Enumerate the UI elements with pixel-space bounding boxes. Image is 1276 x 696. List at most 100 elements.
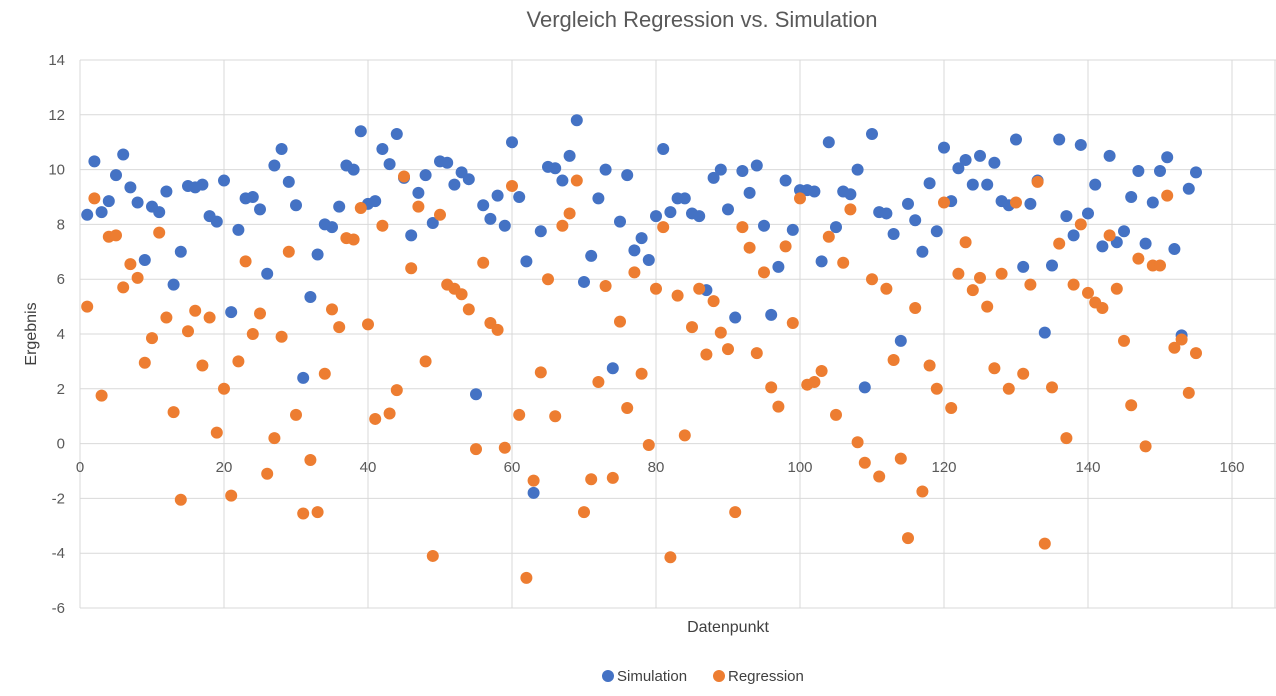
regression-point[interactable] bbox=[765, 381, 778, 394]
simulation-point[interactable] bbox=[621, 169, 634, 182]
simulation-point[interactable] bbox=[1053, 133, 1066, 146]
regression-point[interactable] bbox=[88, 192, 101, 205]
regression-point[interactable] bbox=[297, 507, 310, 520]
regression-point[interactable] bbox=[628, 266, 641, 279]
simulation-point[interactable] bbox=[441, 156, 454, 169]
regression-point[interactable] bbox=[743, 241, 756, 254]
simulation-point[interactable] bbox=[513, 191, 526, 203]
regression-point[interactable] bbox=[1024, 278, 1037, 291]
regression-point[interactable] bbox=[462, 303, 475, 316]
regression-point[interactable] bbox=[311, 506, 324, 519]
simulation-point[interactable] bbox=[491, 189, 504, 202]
regression-point[interactable] bbox=[952, 267, 965, 280]
simulation-point[interactable] bbox=[254, 203, 266, 216]
simulation-point[interactable] bbox=[722, 203, 734, 216]
regression-point[interactable] bbox=[786, 317, 799, 330]
regression-point[interactable] bbox=[974, 271, 986, 284]
regression-point[interactable] bbox=[1190, 347, 1202, 360]
regression-point[interactable] bbox=[966, 284, 979, 297]
simulation-point[interactable] bbox=[650, 210, 662, 223]
regression-point[interactable] bbox=[239, 255, 252, 268]
simulation-point[interactable] bbox=[124, 181, 137, 194]
simulation-point[interactable] bbox=[347, 163, 360, 176]
simulation-point[interactable] bbox=[1096, 240, 1109, 253]
simulation-point[interactable] bbox=[95, 206, 108, 219]
regression-point[interactable] bbox=[477, 256, 490, 269]
regression-point[interactable] bbox=[210, 426, 223, 439]
regression-point[interactable] bbox=[1103, 229, 1116, 242]
simulation-point[interactable] bbox=[743, 186, 756, 199]
regression-point[interactable] bbox=[866, 273, 878, 286]
regression-point[interactable] bbox=[318, 367, 331, 380]
regression-point[interactable] bbox=[606, 471, 619, 484]
regression-point[interactable] bbox=[354, 201, 367, 214]
simulation-point[interactable] bbox=[110, 169, 122, 182]
regression-point[interactable] bbox=[599, 280, 612, 293]
regression-point[interactable] bbox=[887, 354, 900, 367]
regression-point[interactable] bbox=[131, 271, 144, 284]
simulation-point[interactable] bbox=[354, 125, 367, 138]
simulation-point[interactable] bbox=[484, 212, 497, 225]
regression-point[interactable] bbox=[542, 273, 554, 286]
simulation-point[interactable] bbox=[426, 217, 439, 230]
regression-point[interactable] bbox=[1002, 382, 1015, 395]
regression-point[interactable] bbox=[750, 347, 763, 360]
simulation-point[interactable] bbox=[988, 156, 1001, 169]
simulation-point[interactable] bbox=[858, 381, 871, 394]
regression-point[interactable] bbox=[1168, 341, 1181, 354]
regression-point[interactable] bbox=[333, 321, 346, 334]
simulation-point[interactable] bbox=[1074, 138, 1087, 151]
regression-point[interactable] bbox=[916, 485, 929, 498]
regression-point[interactable] bbox=[1074, 218, 1087, 231]
simulation-point[interactable] bbox=[448, 178, 461, 191]
simulation-point[interactable] bbox=[758, 219, 770, 232]
regression-point[interactable] bbox=[506, 180, 518, 193]
regression-point[interactable] bbox=[678, 429, 691, 442]
regression-point[interactable] bbox=[902, 532, 914, 545]
simulation-point[interactable] bbox=[664, 206, 677, 219]
regression-point[interactable] bbox=[686, 321, 698, 334]
simulation-point[interactable] bbox=[333, 200, 346, 213]
simulation-point[interactable] bbox=[606, 362, 619, 375]
regression-point[interactable] bbox=[650, 282, 662, 295]
regression-point[interactable] bbox=[527, 474, 540, 487]
simulation-point[interactable] bbox=[1038, 326, 1051, 339]
regression-point[interactable] bbox=[930, 382, 943, 395]
regression-point[interactable] bbox=[124, 258, 137, 271]
regression-point[interactable] bbox=[95, 389, 108, 402]
simulation-point[interactable] bbox=[657, 143, 670, 156]
regression-point[interactable] bbox=[498, 441, 511, 454]
simulation-point[interactable] bbox=[1190, 166, 1202, 179]
simulation-point[interactable] bbox=[470, 388, 482, 401]
regression-point[interactable] bbox=[246, 328, 259, 340]
regression-point[interactable] bbox=[1154, 259, 1166, 272]
simulation-point[interactable] bbox=[765, 308, 778, 321]
simulation-point[interactable] bbox=[966, 178, 979, 191]
simulation-point[interactable] bbox=[707, 171, 720, 184]
regression-point[interactable] bbox=[362, 318, 374, 331]
simulation-point[interactable] bbox=[520, 255, 533, 268]
regression-point[interactable] bbox=[203, 311, 216, 324]
regression-point[interactable] bbox=[1067, 278, 1080, 291]
regression-point[interactable] bbox=[621, 401, 634, 414]
regression-point[interactable] bbox=[534, 366, 547, 379]
regression-point[interactable] bbox=[635, 367, 648, 380]
simulation-point[interactable] bbox=[909, 214, 922, 227]
regression-point[interactable] bbox=[851, 436, 864, 449]
regression-point[interactable] bbox=[722, 343, 734, 356]
simulation-point[interactable] bbox=[736, 164, 749, 177]
simulation-point[interactable] bbox=[81, 208, 94, 221]
regression-point[interactable] bbox=[1175, 333, 1188, 346]
regression-point[interactable] bbox=[556, 219, 569, 232]
regression-point[interactable] bbox=[1110, 282, 1123, 295]
regression-point[interactable] bbox=[909, 301, 922, 314]
regression-point[interactable] bbox=[794, 192, 806, 205]
regression-point[interactable] bbox=[1046, 381, 1058, 394]
simulation-point[interactable] bbox=[916, 245, 929, 258]
regression-point[interactable] bbox=[858, 456, 871, 469]
regression-point[interactable] bbox=[110, 229, 122, 242]
simulation-point[interactable] bbox=[527, 486, 540, 499]
simulation-point[interactable] bbox=[225, 306, 238, 319]
simulation-point[interactable] bbox=[866, 127, 878, 140]
regression-point[interactable] bbox=[513, 408, 526, 421]
